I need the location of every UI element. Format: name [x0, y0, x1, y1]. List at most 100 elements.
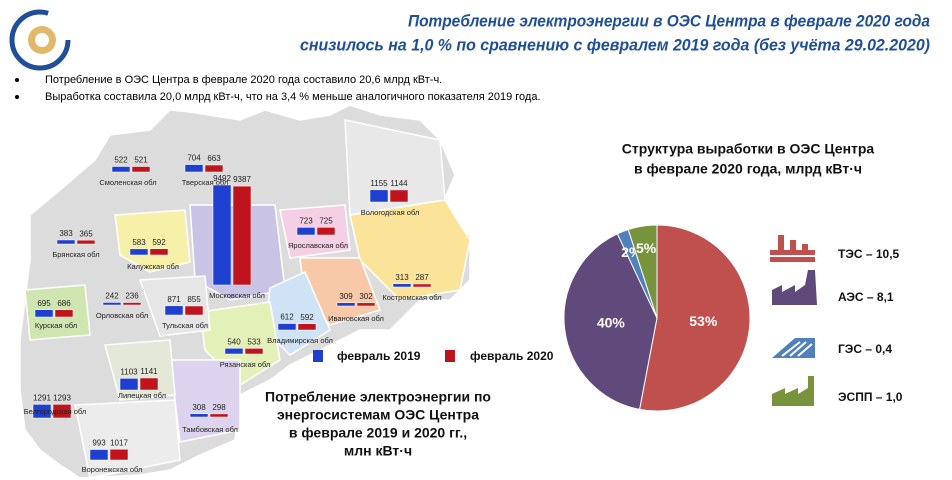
region-label: Тамбовская обл [182, 425, 238, 434]
pie-title: в феврале 2020 года, млрд кВт·ч [634, 161, 862, 177]
region-label: Воронежская обл [82, 465, 143, 474]
bar-value-label: 365 [79, 229, 93, 238]
bar [212, 184, 232, 286]
bar [277, 323, 297, 331]
bar-value-label: 993 [92, 439, 106, 448]
bar [56, 239, 76, 245]
bar-value-label: 592 [152, 238, 166, 247]
icon-aes [772, 270, 817, 305]
bar-value-label: 695 [37, 299, 51, 308]
bar-value-label: 855 [187, 295, 201, 304]
bar [131, 166, 151, 173]
bullet-dot [15, 95, 19, 99]
bullet: Выработка составила 20,0 млрд кВт-ч, что… [45, 91, 541, 103]
bar [392, 283, 412, 288]
bar-value-label: 1103 [120, 367, 138, 376]
bar-value-label: 313 [395, 273, 409, 282]
map-caption: в феврале 2019 и 2020 гг., [289, 425, 467, 441]
bar [102, 302, 122, 306]
region-label: Московская обл [209, 291, 265, 300]
header-title: Потребление электроэнергии в ОЭС Центра … [408, 11, 930, 30]
region-label: Калужская обл [127, 262, 179, 271]
map-bars: 522 521 Смоленская обл 704 663 Тверская обл 38… [24, 154, 442, 474]
bar [356, 302, 376, 307]
pie: 53%40%2%5% [563, 224, 751, 412]
bar [232, 185, 252, 286]
bar [244, 348, 264, 355]
legend-label: февраль 2019 [337, 349, 421, 363]
bar-value-label: 725 [319, 216, 333, 225]
bar-value-label: 592 [300, 313, 314, 322]
bar-value-label: 302 [359, 292, 373, 301]
bar-value-label: 663 [207, 154, 221, 163]
bar-value-label: 287 [415, 273, 429, 282]
region-label: Ивановская обл [328, 314, 384, 323]
bar [189, 413, 209, 418]
bar-value-label: 1293 [53, 393, 71, 402]
bar [184, 305, 204, 316]
pie-slice [563, 233, 658, 410]
region-label: Ярославская обл [288, 241, 348, 250]
bar-value-label: 308 [192, 403, 206, 412]
bar [149, 248, 169, 256]
region-label: Тульская обл [162, 321, 208, 330]
bar-value-label: 1017 [110, 438, 128, 447]
logo [9, 9, 71, 71]
bar [412, 283, 432, 288]
region-label: Владимирская обл [267, 336, 333, 345]
bar-value-label: 612 [280, 313, 294, 322]
region-label: Костромская обл [382, 293, 441, 302]
bar [389, 189, 409, 203]
map-caption: энергосистемам ОЭС Центра [277, 407, 479, 423]
region-label: Орловская обл [96, 311, 148, 320]
pie-value-label: 5% [636, 240, 657, 256]
bar-value-label: 871 [167, 295, 181, 304]
bullet-dot [15, 78, 19, 82]
bar-value-label: 236 [125, 292, 139, 301]
bar-value-label: 1291 [33, 394, 51, 403]
bullet: Потребление в ОЭС Центра в феврале 2020 … [45, 74, 442, 86]
bar [184, 164, 204, 173]
bar-value-label: 521 [134, 156, 148, 165]
icon-ges [772, 338, 815, 358]
bar-value-label: 242 [105, 292, 119, 301]
map-caption: Потребление электроэнергии по [265, 389, 491, 405]
pie-value-label: 40% [597, 315, 626, 331]
bar [76, 239, 96, 245]
bar [316, 227, 336, 236]
bar [109, 449, 129, 461]
header-title: снизилось на 1,0 % по сравнению с феврал… [300, 35, 930, 54]
pie-value-label: 53% [689, 313, 718, 329]
bar [336, 302, 356, 307]
bar-value-label: 9492 [213, 174, 231, 183]
bar [297, 323, 317, 331]
bar-value-label: 298 [212, 403, 226, 412]
bar [89, 449, 109, 461]
region-label: Тверская обл [182, 178, 229, 187]
pie-slice [627, 224, 658, 319]
region-label: Липецкая обл [118, 391, 166, 400]
legend-swatch [313, 350, 323, 362]
icon-tes [770, 235, 815, 262]
bar-value-label: 309 [339, 292, 353, 301]
bar-value-label: 522 [114, 156, 128, 165]
bar [296, 227, 316, 236]
bar-value-label: 1141 [140, 367, 158, 376]
icon-espp [772, 376, 814, 406]
bar-value-label: 383 [59, 229, 73, 238]
bar-value-label: 583 [132, 238, 146, 247]
bar-value-label: 9387 [233, 175, 251, 184]
bar [224, 348, 244, 355]
region-label: Рязанская обл [220, 360, 271, 369]
bar-value-label: 704 [187, 154, 201, 163]
region-label: Курская обл [35, 321, 77, 330]
pie-legend-label: АЭС – 8,1 [838, 290, 894, 304]
bar-value-label: 723 [299, 216, 313, 225]
region-label: Вологодская обл [361, 208, 420, 217]
bar [111, 166, 131, 173]
bar-value-label: 533 [247, 337, 261, 346]
pie-legend-label: ЭСПП – 1,0 [838, 390, 903, 404]
bar [129, 248, 149, 256]
pie-legend-label: ТЭС – 10,5 [838, 247, 900, 261]
